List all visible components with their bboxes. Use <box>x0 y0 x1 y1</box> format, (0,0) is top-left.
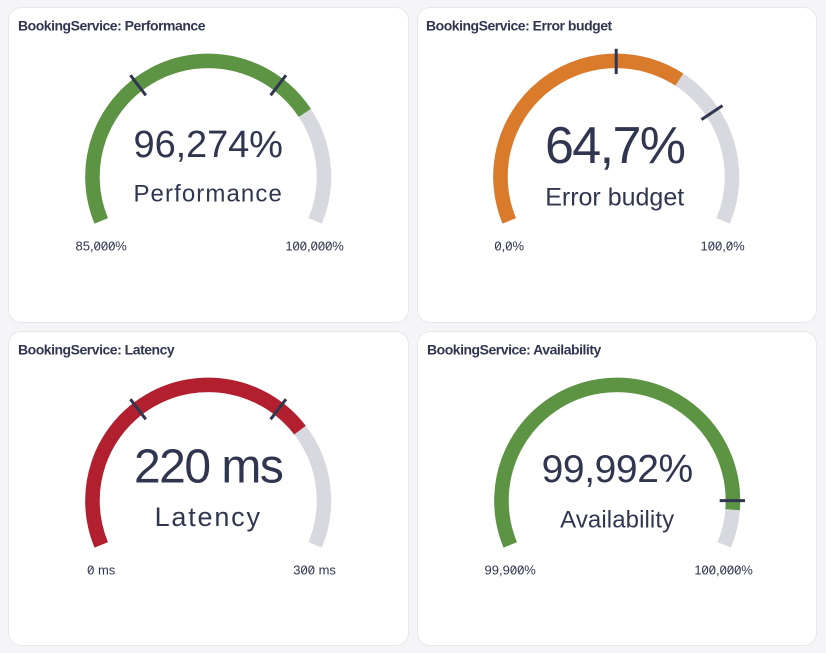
svg-text:0 ms: 0 ms <box>88 563 117 578</box>
svg-text:BookingService: Availability: BookingService: Availability <box>427 342 601 358</box>
svg-text:Error budget: Error budget <box>546 183 685 211</box>
svg-text:BookingService: Error budget: BookingService: Error budget <box>426 17 613 33</box>
svg-text:100,000%: 100,000% <box>694 563 753 578</box>
svg-text:BookingService: Latency: BookingService: Latency <box>18 342 175 358</box>
svg-text:Latency: Latency <box>155 502 262 532</box>
svg-text:Performance: Performance <box>134 180 284 207</box>
svg-text:85,000%: 85,000% <box>76 238 128 253</box>
svg-text:300 ms: 300 ms <box>294 563 337 578</box>
svg-text:100,000%: 100,000% <box>286 238 345 253</box>
svg-text:220 ms: 220 ms <box>134 441 283 494</box>
svg-text:64,7%: 64,7% <box>545 117 685 175</box>
svg-text:96,274%: 96,274% <box>134 124 283 166</box>
svg-text:99,900%: 99,900% <box>484 563 536 578</box>
svg-text:100,0%: 100,0% <box>701 238 746 253</box>
svg-text:99,992%: 99,992% <box>541 449 692 492</box>
svg-text:0,0%: 0,0% <box>495 238 525 253</box>
svg-text:Availability: Availability <box>560 507 674 534</box>
svg-text:BookingService: Performance: BookingService: Performance <box>18 17 206 33</box>
